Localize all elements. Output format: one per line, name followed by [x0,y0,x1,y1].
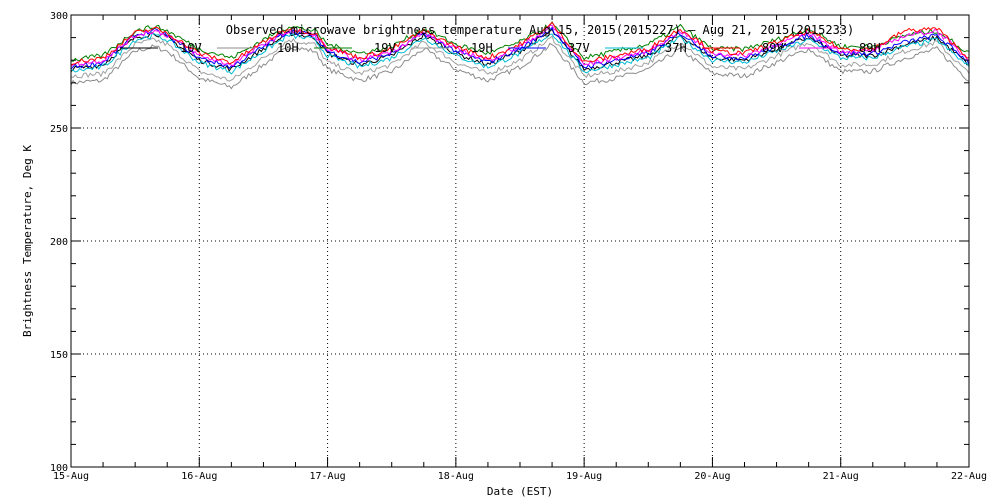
series-line-37v [70,26,970,70]
x-tick-label: 21-Aug [823,471,859,482]
series-lines [70,21,970,90]
legend-label-19v: 19V [374,41,396,55]
y-tick-label: 100 [50,463,68,474]
series-line-10v [70,28,969,73]
x-tick-label: 18-Aug [438,471,474,482]
x-tick-label: 15-Aug [53,471,89,482]
legend-label-10v: 10V [180,41,202,55]
series-line-89v [70,21,970,66]
y-tick-label: 200 [50,237,68,248]
legend-label-19h: 19H [471,41,493,55]
legend-label-89h: 89H [859,41,881,55]
x-tick-label: 17-Aug [310,471,346,482]
tick-marks: 100 150 200 250 300 15-Aug 16-Aug 17-Aug 18-Aug 1… [50,11,987,482]
y-tick-label: 300 [50,11,68,22]
series-line-10h [70,42,970,90]
x-tick-label: 20-Aug [694,471,730,482]
legend-label-37h: 37H [665,41,687,55]
grid-lines [71,15,969,467]
x-axis-label: Date (EST) [487,485,553,498]
y-tick-label: 250 [50,124,68,135]
legend-label-37v: 37V [568,41,590,55]
series-line-89h [70,24,970,68]
series-line-37h [70,32,970,75]
chart-title: Observed microwave brightness temperatur… [226,23,855,37]
series-line-19h [70,35,970,82]
y-tick-label: 150 [50,350,68,361]
y-axis-label: Brightness Temperature, Deg K [21,145,34,337]
legend-label-10h: 10H [277,41,299,55]
legend: 10V 10H 19V 19H 37V 37H 89V 89H [120,41,881,55]
x-tick-label: 22-Aug [951,471,987,482]
x-tick-label: 16-Aug [181,471,217,482]
legend-label-89v: 89V [762,41,784,55]
x-tick-label: 19-Aug [566,471,602,482]
